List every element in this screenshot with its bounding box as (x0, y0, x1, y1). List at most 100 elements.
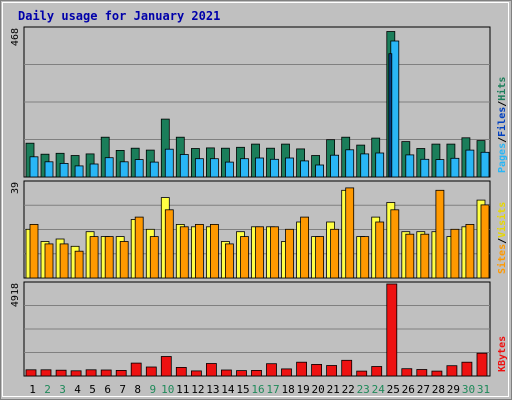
bar-sites-day-8 (134, 216, 144, 279)
bar-sites-day-17 (270, 226, 279, 279)
x-tick-label: 18 (281, 383, 294, 396)
legend-entry-hits: Hits (496, 77, 508, 101)
bar-files-day-2 (44, 161, 54, 178)
bar-files-day-17 (270, 158, 279, 178)
bar-sites-day-29 (450, 228, 460, 279)
bar-files-day-18 (285, 157, 294, 178)
bar-files-day-11 (179, 154, 189, 178)
bar-kbytes-day-24 (371, 366, 383, 377)
bar-files-day-5 (89, 163, 99, 178)
legend-separator: / (497, 101, 508, 107)
bar-kbytes-day-19 (296, 361, 308, 377)
bar-sites-day-24 (375, 221, 385, 279)
panel-kbytes-legend: KBytes (497, 336, 508, 372)
bar-files-day-24 (375, 152, 385, 178)
bar-sites-day-12 (194, 223, 204, 279)
bar-sites-day-22 (345, 187, 355, 279)
bar-files-day-26 (405, 154, 415, 178)
bar-files-day-15 (240, 158, 249, 178)
bar-sites-day-10 (164, 209, 174, 279)
x-tick-label: 22 (342, 383, 355, 396)
x-tick-label: 19 (296, 383, 309, 396)
x-tick-label: 27 (417, 383, 430, 396)
bar-sites-day-4 (74, 250, 84, 279)
bar-sites-day-18 (285, 228, 294, 279)
bar-files-day-6 (104, 157, 114, 178)
bar-kbytes-day-15 (236, 370, 247, 377)
bar-sites-day-1 (29, 223, 39, 279)
bar-files-day-22 (345, 149, 355, 178)
bar-sites-day-30 (465, 223, 475, 279)
bar-kbytes-day-9 (145, 366, 157, 377)
bar-sites-day-3 (59, 243, 69, 279)
x-tick-label: 10 (161, 383, 174, 396)
bar-kbytes-day-12 (190, 370, 202, 377)
bar-sites-day-2 (44, 243, 54, 279)
bar-files-day-7 (119, 161, 129, 178)
bar-kbytes-day-31 (476, 352, 488, 377)
x-tick-label: 13 (206, 383, 219, 396)
legend-entry-visits: Visits (496, 202, 508, 238)
panel-hits-files-pages-legend: Pages/Files/Hits (496, 77, 508, 173)
bar-kbytes-day-28 (431, 370, 443, 377)
bar-sites-day-13 (209, 223, 219, 279)
bar-kbytes-day-6 (100, 369, 112, 377)
bar-kbytes-day-3 (55, 369, 67, 377)
bar-kbytes-day-2 (40, 369, 52, 377)
x-tick-label: 24 (372, 383, 386, 396)
bar-kbytes-day-18 (281, 368, 292, 377)
bar-kbytes-day-27 (416, 369, 428, 377)
bar-kbytes-day-14 (220, 369, 232, 377)
bar-kbytes-day-20 (311, 363, 323, 377)
bar-files-day-12 (194, 158, 204, 178)
x-tick-label: 7 (119, 383, 126, 396)
legend-entry-pages: Pages (497, 143, 508, 173)
x-tick-label: 16 (251, 383, 264, 396)
x-tick-label: 26 (402, 383, 415, 396)
bar-kbytes-day-22 (341, 359, 353, 377)
bar-files-day-8 (134, 159, 144, 178)
bar-sites-day-23 (360, 236, 370, 279)
legend-entry-kbytes: KBytes (497, 336, 508, 372)
x-tick-label: 15 (236, 383, 249, 396)
bar-files-day-27 (420, 158, 430, 178)
bar-files-day-29 (450, 157, 460, 178)
x-tick-label: 2 (44, 383, 51, 396)
x-tick-label: 6 (104, 383, 111, 396)
bar-files-day-4 (74, 165, 84, 178)
x-tick-label: 9 (149, 383, 156, 396)
bar-kbytes-day-16 (251, 369, 262, 377)
bar-files-day-19 (300, 160, 310, 178)
bar-kbytes-day-13 (205, 363, 217, 377)
panel-hits-files-pages-ymax-label: 468 (10, 28, 21, 46)
legend-entry-files: Files (496, 107, 508, 137)
bar-kbytes-day-29 (446, 365, 458, 377)
bar-sites-day-11 (179, 226, 189, 279)
x-tick-label: 23 (357, 383, 370, 396)
bar-files-day-23 (360, 153, 370, 178)
bar-kbytes-day-23 (356, 370, 368, 377)
bar-kbytes-day-26 (401, 368, 413, 377)
bar-kbytes-day-17 (266, 363, 277, 377)
x-tick-label: 8 (134, 383, 141, 396)
bar-kbytes-day-21 (326, 365, 338, 377)
bar-sites-day-15 (240, 236, 249, 279)
bar-files-day-28 (435, 159, 445, 178)
x-tick-label: 3 (59, 383, 66, 396)
bar-files-day-21 (330, 154, 340, 178)
bar-files-day-10 (164, 148, 174, 178)
legend-separator: / (497, 238, 508, 244)
bar-kbytes-day-11 (175, 366, 187, 377)
bar-files-day-14 (224, 161, 234, 178)
legend-separator: / (497, 137, 508, 143)
bar-files-day-13 (209, 158, 219, 178)
bar-sites-day-6 (104, 236, 114, 279)
bar-kbytes-day-8 (130, 362, 142, 377)
bar-sites-day-25 (390, 209, 400, 279)
bar-kbytes-day-5 (85, 369, 97, 377)
bar-files-day-3 (59, 162, 69, 178)
bar-kbytes-day-25 (386, 283, 398, 377)
panel-kbytes-ymax-label: 4918 (10, 283, 21, 307)
bar-files-day-20 (315, 164, 325, 178)
